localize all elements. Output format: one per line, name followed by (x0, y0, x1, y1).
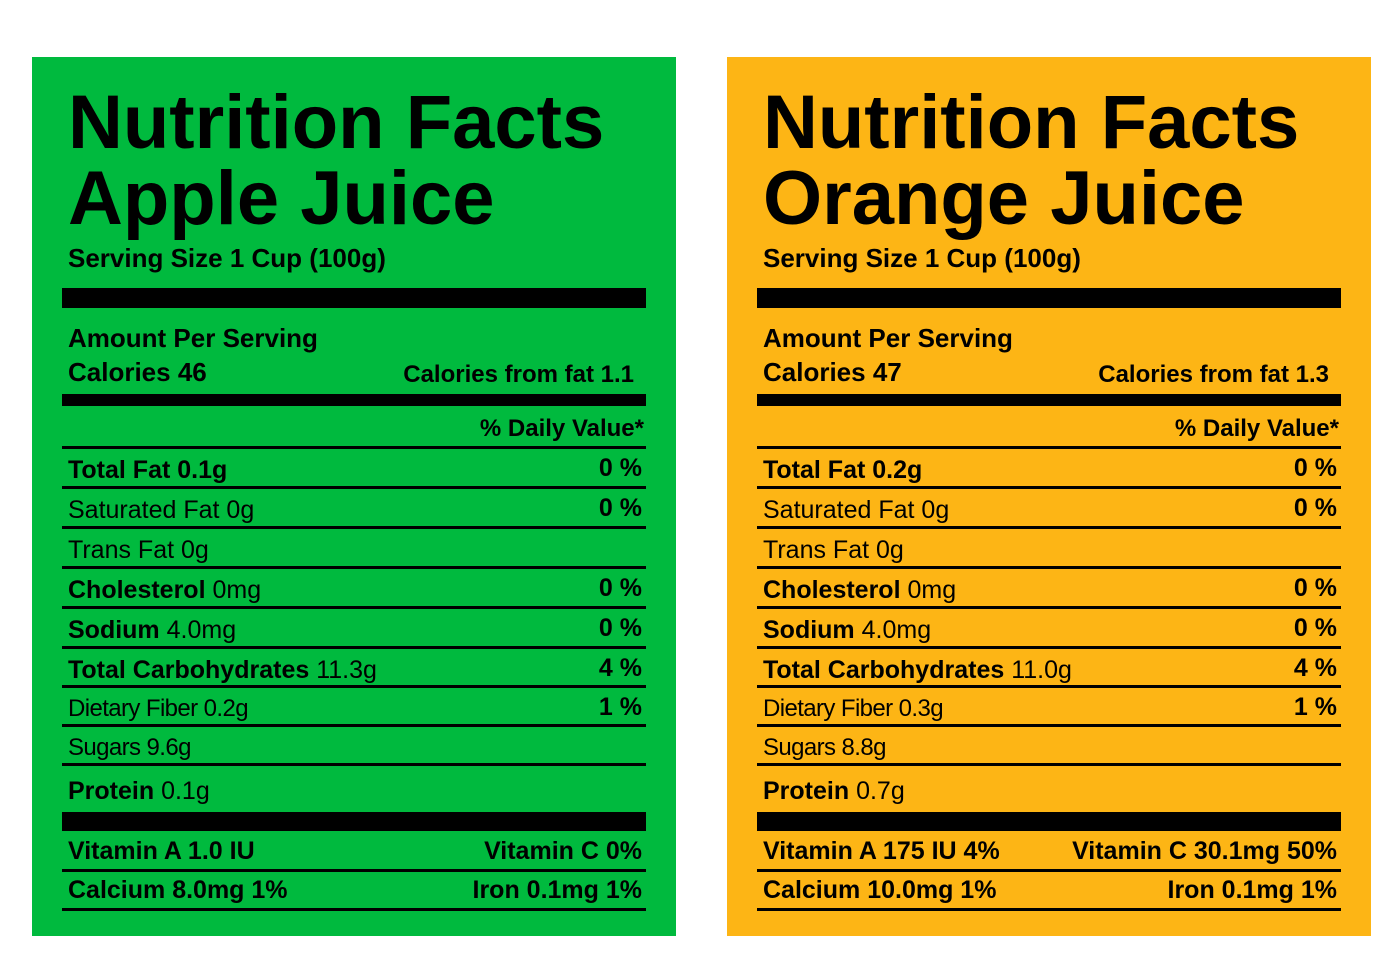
row-percent: 0 % (1293, 454, 1337, 482)
vitamin-c: Vitamin C 30.1mg 50% (1072, 837, 1337, 865)
row-label: Saturated Fat 0g (763, 496, 950, 524)
row-percent: 1 % (1293, 693, 1337, 721)
row-percent: 0 % (1293, 614, 1337, 642)
calories-from-fat: Calories from fat 1.3 (1098, 361, 1329, 388)
row-total-carbohydrates: Total Carbohydrates 11.0g 4 % (757, 646, 1341, 686)
calories: Calories 47 (763, 357, 902, 387)
row-label: Trans Fat 0g (763, 536, 904, 564)
vitamin-row-2: Calcium 10.0mg 1% Iron 0.1mg 1% (757, 872, 1341, 911)
calories-from-fat: Calories from fat 1.1 (403, 361, 634, 388)
row-label: Sugars 9.6g (68, 734, 191, 761)
row-sugars: Sugars 9.6g (62, 724, 646, 764)
row-percent: 0 % (598, 454, 642, 482)
row-cholesterol: Cholesterol 0mg 0 % (62, 566, 646, 606)
row-sodium: Sodium 4.0mg 0 % (62, 606, 646, 646)
row-trans-fat: Trans Fat 0g (62, 526, 646, 566)
divider-vitamins (757, 812, 1341, 831)
row-trans-fat: Trans Fat 0g (757, 526, 1341, 566)
iron: Iron 0.1mg 1% (1167, 876, 1338, 904)
row-label: Sodium 4.0mg (763, 616, 932, 644)
row-percent: 0 % (598, 614, 642, 642)
row-dietary-fiber: Dietary Fiber 0.3g 1 % (757, 685, 1341, 725)
row-percent: 0 % (598, 494, 642, 522)
row-label: Total Fat 0.1g (68, 456, 228, 484)
divider-thick (757, 288, 1341, 308)
row-dietary-fiber: Dietary Fiber 0.2g 1 % (62, 685, 646, 725)
label-title: Nutrition Facts (68, 80, 605, 165)
divider-medium (757, 394, 1341, 406)
row-label: Sugars 8.8g (763, 734, 886, 761)
row-label: Total Fat 0.2g (763, 456, 923, 484)
row-total-fat: Total Fat 0.2g 0 % (757, 446, 1341, 486)
calories: Calories 46 (68, 357, 207, 387)
row-label: Saturated Fat 0g (68, 496, 255, 524)
vitamin-c: Vitamin C 0% (484, 837, 642, 865)
row-percent: 4 % (598, 654, 642, 682)
divider-thick (62, 288, 646, 308)
serving-size: Serving Size 1 Cup (100g) (763, 243, 1081, 273)
daily-value-header: % Daily Value* (1174, 415, 1339, 442)
row-label: Trans Fat 0g (68, 536, 209, 564)
daily-value-header: % Daily Value* (479, 415, 644, 442)
vitamin-a: Vitamin A 175 IU 4% (763, 837, 1000, 865)
row-saturated-fat: Saturated Fat 0g 0 % (62, 486, 646, 526)
calcium: Calcium 8.0mg 1% (68, 876, 288, 904)
amount-per-serving: Amount Per Serving (68, 323, 318, 353)
row-label: Protein 0.1g (68, 777, 210, 805)
serving-size: Serving Size 1 Cup (100g) (68, 243, 386, 273)
row-label: Protein 0.7g (763, 777, 905, 805)
vitamin-row-1: Vitamin A 1.0 IU Vitamin C 0% (62, 833, 646, 872)
row-cholesterol: Cholesterol 0mg 0 % (757, 566, 1341, 606)
row-label: Cholesterol 0mg (68, 576, 262, 604)
row-label: Cholesterol 0mg (763, 576, 957, 604)
product-name: Orange Juice (763, 156, 1245, 241)
divider-medium (62, 394, 646, 406)
row-label: Sodium 4.0mg (68, 616, 237, 644)
row-saturated-fat: Saturated Fat 0g 0 % (757, 486, 1341, 526)
row-percent: 1 % (598, 693, 642, 721)
row-percent: 0 % (1293, 574, 1337, 602)
vitamin-row-1: Vitamin A 175 IU 4% Vitamin C 30.1mg 50% (757, 833, 1341, 872)
row-label: Dietary Fiber 0.3g (763, 695, 944, 722)
nutrition-label-orange-juice: Nutrition Facts Orange Juice Serving Siz… (727, 57, 1371, 936)
row-sodium: Sodium 4.0mg 0 % (757, 606, 1341, 646)
row-sugars: Sugars 8.8g (757, 724, 1341, 764)
row-total-carbohydrates: Total Carbohydrates 11.3g 4 % (62, 646, 646, 686)
nutrition-label-apple-juice: Nutrition Facts Apple Juice Serving Size… (32, 57, 676, 936)
row-total-fat: Total Fat 0.1g 0 % (62, 446, 646, 486)
iron: Iron 0.1mg 1% (472, 876, 643, 904)
divider-vitamins (62, 812, 646, 831)
row-protein: Protein 0.7g (757, 763, 1341, 805)
row-label: Total Carbohydrates 11.0g (763, 656, 1072, 684)
amount-per-serving: Amount Per Serving (763, 323, 1013, 353)
label-title: Nutrition Facts (763, 80, 1300, 165)
row-percent: 0 % (598, 574, 642, 602)
product-name: Apple Juice (68, 156, 495, 241)
vitamin-a: Vitamin A 1.0 IU (68, 837, 255, 865)
row-percent: 4 % (1293, 654, 1337, 682)
row-protein: Protein 0.1g (62, 763, 646, 805)
row-label: Total Carbohydrates 11.3g (68, 656, 377, 684)
vitamin-row-2: Calcium 8.0mg 1% Iron 0.1mg 1% (62, 872, 646, 911)
calcium: Calcium 10.0mg 1% (763, 876, 997, 904)
row-percent: 0 % (1293, 494, 1337, 522)
row-label: Dietary Fiber 0.2g (68, 695, 249, 722)
